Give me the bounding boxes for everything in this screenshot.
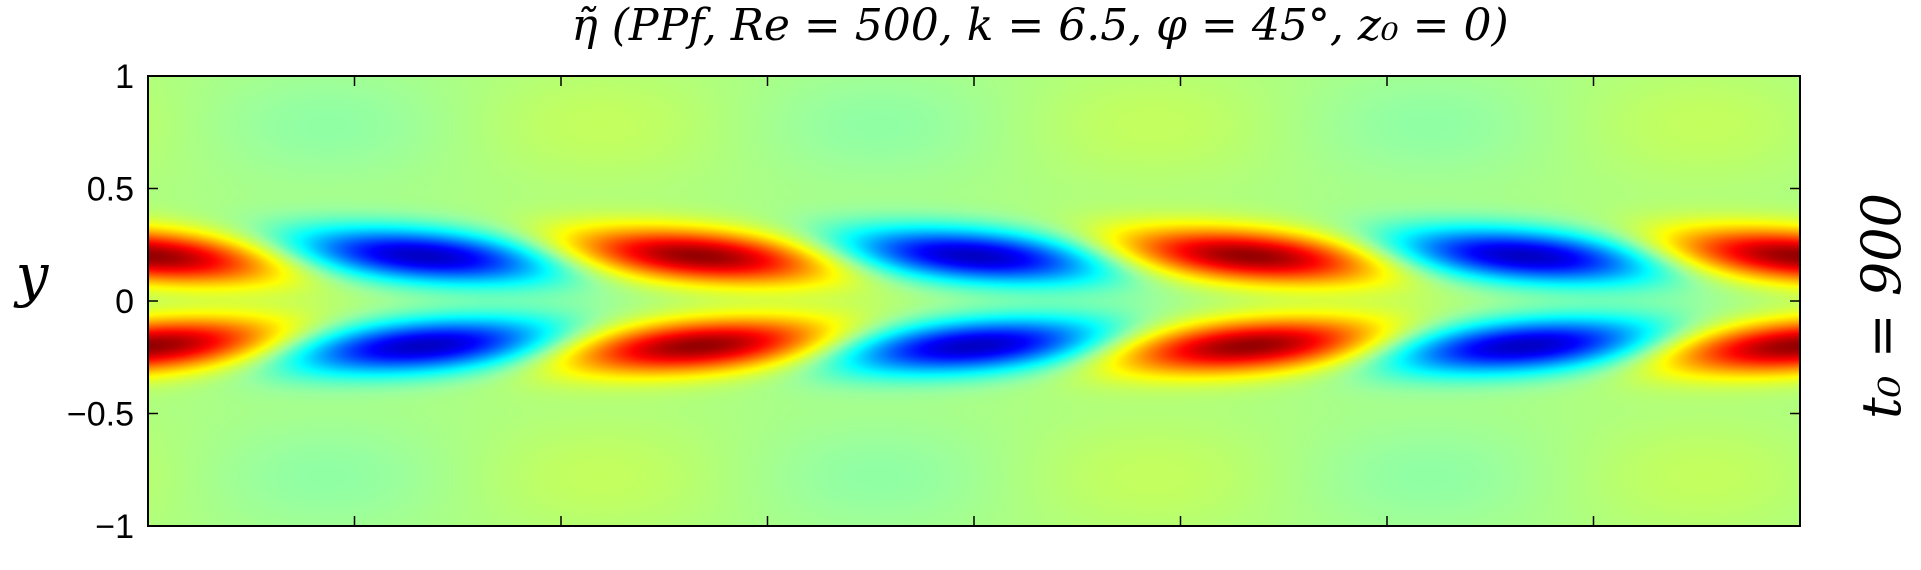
y-tick-label: −0.5 [67, 396, 134, 434]
time-label: t₀ = 900 [1850, 193, 1913, 419]
y-axis-tick-labels: 1 0.5 0 −0.5 −1 [67, 58, 134, 546]
y-tick-label: 0 [115, 283, 134, 321]
heatmap-plot-area [147, 75, 1801, 527]
chart-title: η̃ (PPf, Re = 500, k = 6.5, φ = 45°, z₀ … [571, 0, 1508, 51]
y-tick-label: −1 [95, 508, 134, 546]
heatmap-image [148, 76, 1800, 526]
y-tick-label: 0.5 [87, 171, 134, 209]
y-axis-label: y [13, 241, 50, 309]
y-axis-ticks [148, 75, 1800, 527]
y-tick-label: 1 [115, 58, 134, 96]
x-axis-ticks [147, 76, 1801, 526]
